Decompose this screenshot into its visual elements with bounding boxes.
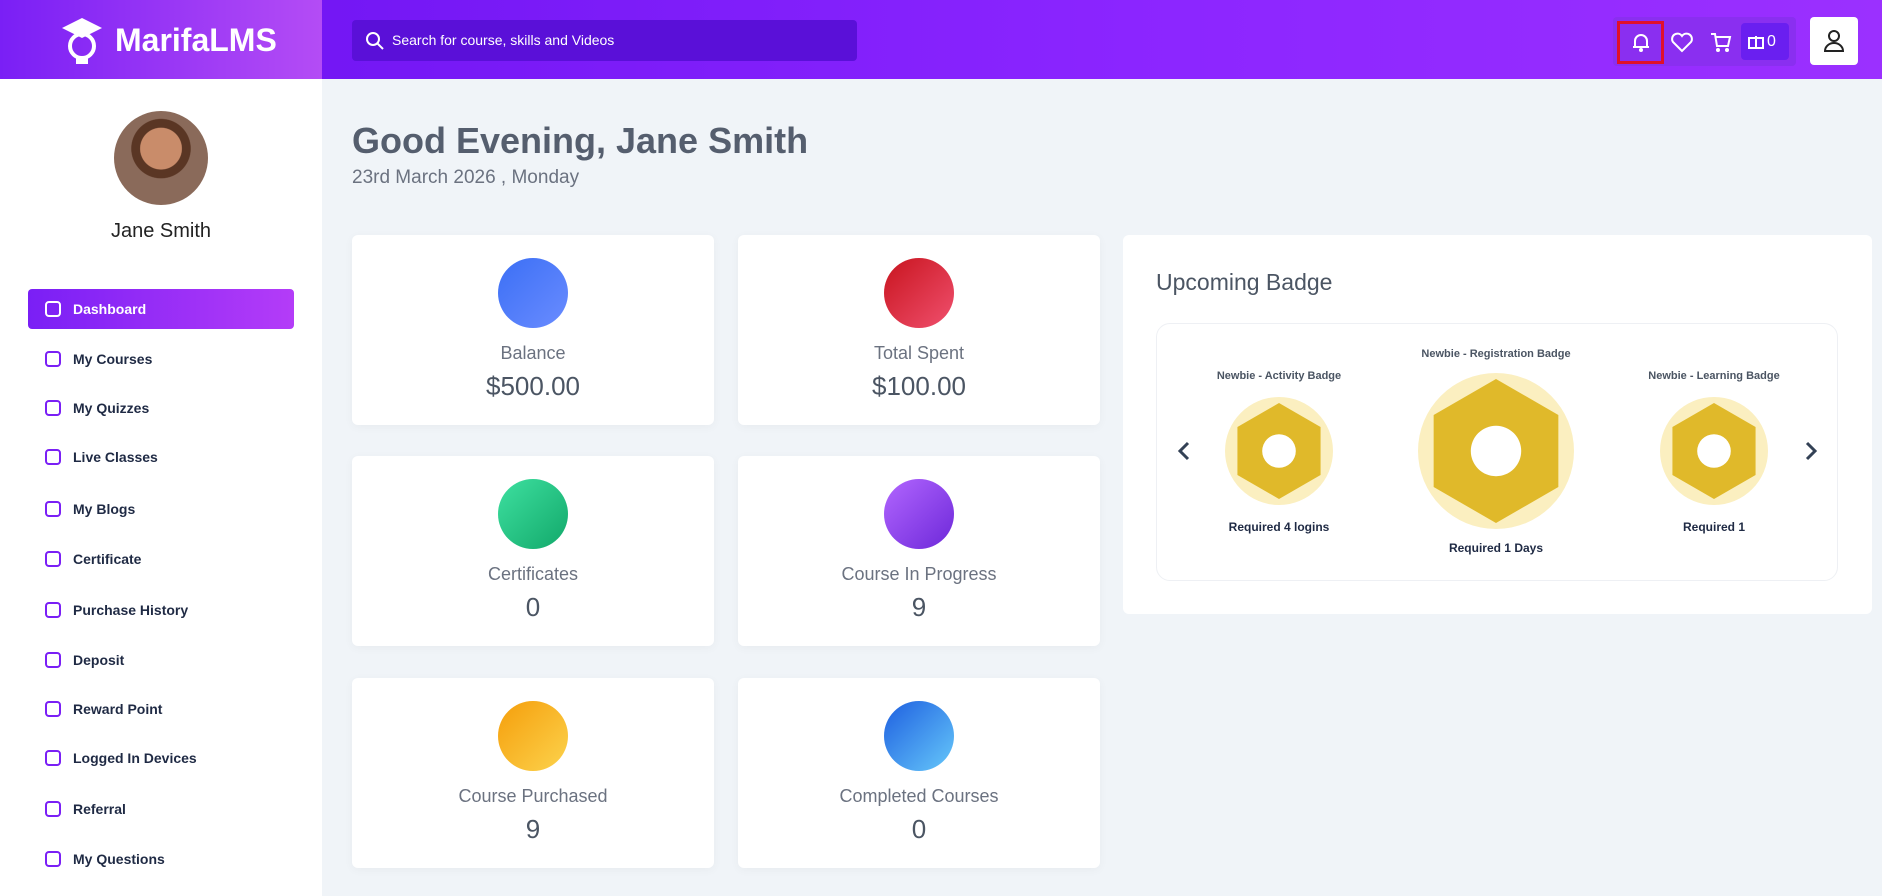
menu-item[interactable]: Live Classes <box>28 437 294 477</box>
badge-name: Newbie - Registration Badge <box>1421 348 1571 360</box>
menu-item[interactable]: Logged In Devices <box>28 738 294 778</box>
card-value: $100.00 <box>872 371 966 401</box>
user-button[interactable] <box>1810 17 1858 65</box>
menu-label: My Quizzes <box>73 400 150 416</box>
cart-icon[interactable] <box>1709 31 1733 53</box>
avatar <box>114 111 208 205</box>
search-placeholder: Search for course, skills and Videos <box>392 32 615 48</box>
card-icon <box>884 479 954 549</box>
menu-label: Logged In Devices <box>73 750 197 766</box>
greeting: Good Evening, Jane Smith <box>352 120 809 161</box>
menu-label: Reward Point <box>73 701 163 717</box>
gift-button[interactable]: 0 <box>1741 23 1789 60</box>
card-icon <box>498 258 568 328</box>
menu-label: Purchase History <box>73 602 189 618</box>
stat-card: Course Purchased 9 <box>352 678 714 868</box>
badge-name: Newbie - Learning Badge <box>1648 370 1780 382</box>
stat-card: Certificates 0 <box>352 456 714 646</box>
logo-area <box>0 0 322 79</box>
badge-carousel <box>1156 323 1838 581</box>
card-icon <box>498 479 568 549</box>
card-label: Total Spent <box>873 343 965 363</box>
logo-icon <box>62 18 102 64</box>
stat-card: Balance $500.00 <box>352 235 714 425</box>
card-value: 0 <box>911 814 927 844</box>
menu-label: My Blogs <box>73 501 136 517</box>
stat-card: Completed Courses 0 <box>738 678 1100 868</box>
menu-item[interactable]: My Courses <box>28 339 294 379</box>
menu-item[interactable]: Reward Point <box>28 689 294 729</box>
menu-icon <box>45 351 61 367</box>
gift-count: 0 <box>1767 33 1776 50</box>
menu-icon <box>45 750 61 766</box>
bell-icon[interactable] <box>1630 31 1652 53</box>
card-label: Balance <box>500 343 566 363</box>
menu-icon <box>45 449 61 465</box>
menu-icon <box>45 301 61 317</box>
card-value: 0 <box>525 592 541 622</box>
badge-requirement: Required 1 Days <box>1448 541 1544 555</box>
next-arrow[interactable] <box>1803 440 1819 462</box>
card-label: Completed Courses <box>839 786 999 806</box>
menu-label: My Courses <box>73 351 153 367</box>
menu-icon <box>45 501 61 517</box>
menu-label: Certificate <box>73 551 142 567</box>
menu-label: Dashboard <box>73 301 147 317</box>
card-label: Course Purchased <box>458 786 608 806</box>
menu-label: Deposit <box>73 652 125 668</box>
menu-icon <box>45 400 61 416</box>
card-value: 9 <box>911 592 927 622</box>
search-box[interactable]: Search for course, skills and Videos <box>352 20 857 61</box>
menu-icon <box>45 652 61 668</box>
menu-item[interactable]: Referral <box>28 789 294 829</box>
badge-panel-title: Upcoming Badge <box>1156 269 1333 295</box>
card-icon <box>884 258 954 328</box>
menu-item[interactable]: Purchase History <box>28 590 294 630</box>
card-icon <box>884 701 954 771</box>
wishlist-icon[interactable] <box>1670 31 1694 53</box>
card-label: Course In Progress <box>841 564 997 584</box>
badge-icon <box>1418 373 1574 529</box>
badge-icon <box>1225 397 1333 505</box>
menu-icon <box>45 602 61 618</box>
badge-requirement: Required 4 logins <box>1228 520 1330 534</box>
menu-icon <box>45 701 61 717</box>
stat-card: Course In Progress 9 <box>738 456 1100 646</box>
card-label: Certificates <box>487 564 579 584</box>
sidebar <box>0 79 322 896</box>
menu-item[interactable]: My Blogs <box>28 489 294 529</box>
menu-label: Live Classes <box>73 449 158 465</box>
menu-item[interactable]: My Quizzes <box>28 388 294 428</box>
menu-icon <box>45 801 61 817</box>
menu-item[interactable]: Certificate <box>28 539 294 579</box>
prev-arrow[interactable] <box>1176 440 1192 462</box>
menu-label: Referral <box>73 801 126 817</box>
menu-item[interactable]: My Questions <box>28 839 294 879</box>
menu-item[interactable]: Deposit <box>28 640 294 680</box>
badge-name: Newbie - Activity Badge <box>1216 370 1342 382</box>
menu-icon <box>45 551 61 567</box>
bell-highlight <box>1617 21 1664 64</box>
badge-icon <box>1660 397 1768 505</box>
card-icon <box>498 701 568 771</box>
card-value: 9 <box>525 814 541 844</box>
card-value: $500.00 <box>486 371 580 401</box>
badge-requirement: Required 1 <box>1682 520 1745 534</box>
stat-card: Total Spent $100.00 <box>738 235 1100 425</box>
menu-label: My Questions <box>73 851 165 867</box>
date: 23rd March 2026 , Monday <box>352 167 580 188</box>
menu-icon <box>45 851 61 867</box>
menu-item[interactable]: Dashboard <box>28 289 294 329</box>
logo-text[interactable]: MarifaLMS <box>115 22 277 58</box>
user-name: Jane Smith <box>110 220 212 242</box>
